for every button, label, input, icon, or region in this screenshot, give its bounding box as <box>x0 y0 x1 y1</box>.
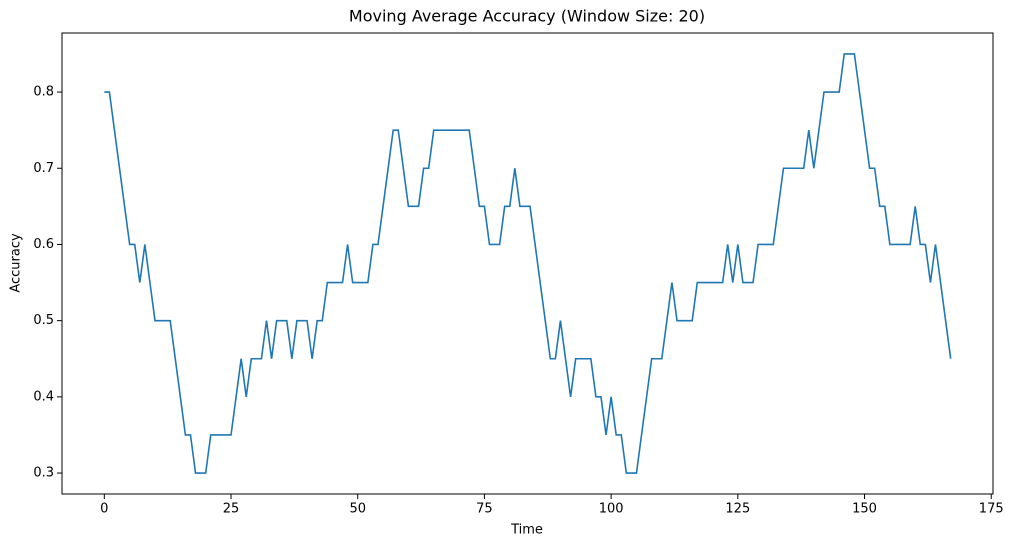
chart-title: Moving Average Accuracy (Window Size: 20… <box>349 7 705 26</box>
y-axis-label: Accuracy <box>9 233 24 293</box>
data-line <box>104 53 952 474</box>
y-tick-label: 0.6 <box>33 237 54 252</box>
x-tick-label: 100 <box>599 502 624 517</box>
x-tick-label: 125 <box>725 502 750 517</box>
x-axis-label: Time <box>510 523 543 538</box>
plot-frame <box>61 32 994 495</box>
x-tick-label: 150 <box>852 502 877 517</box>
y-tick-label: 0.7 <box>33 161 54 176</box>
x-tick-label: 25 <box>223 502 240 517</box>
x-tick-label: 75 <box>476 502 493 517</box>
x-tick-label: 50 <box>349 502 366 517</box>
y-tick-label: 0.5 <box>33 313 54 328</box>
y-tick-label: 0.8 <box>33 85 54 100</box>
x-tick-label: 0 <box>100 502 108 517</box>
x-tick-label: 175 <box>979 502 1004 517</box>
y-tick-label: 0.3 <box>33 466 54 481</box>
y-tick-label: 0.4 <box>33 389 54 404</box>
